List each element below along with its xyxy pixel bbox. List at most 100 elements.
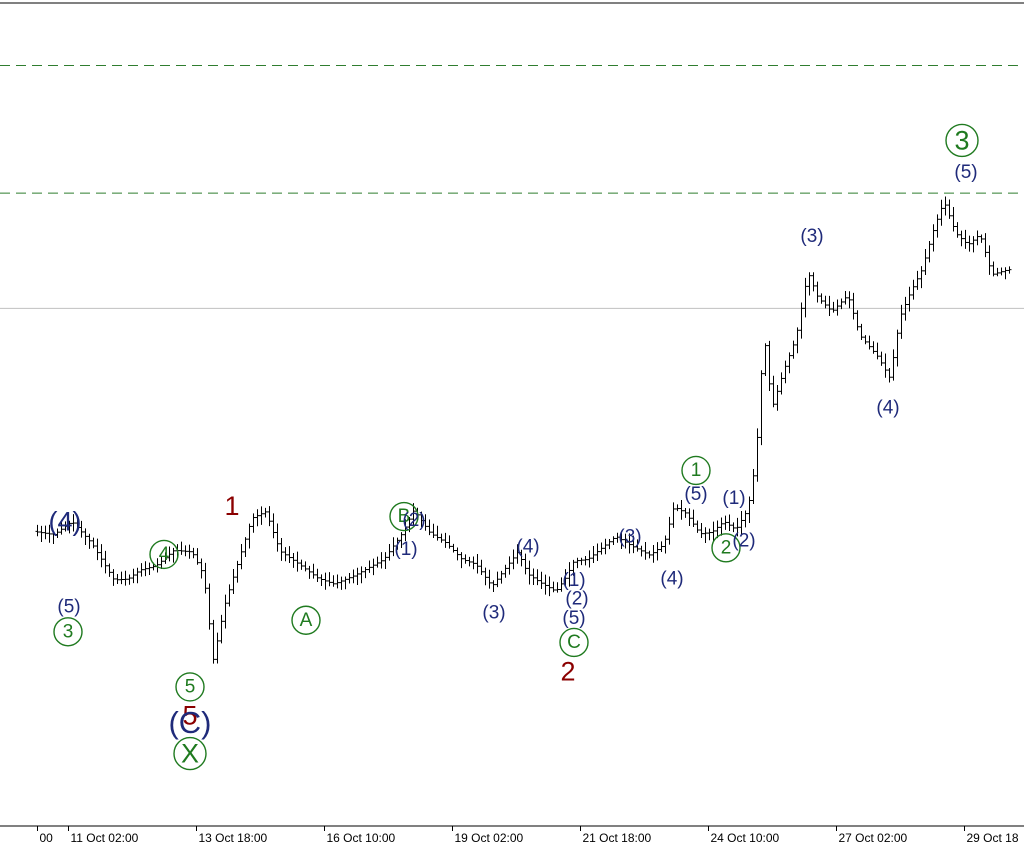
candle-bar xyxy=(375,556,380,568)
candle-bar xyxy=(883,353,888,378)
wave-label: (5) xyxy=(57,597,80,618)
candle-bar xyxy=(435,525,440,541)
candle-bar xyxy=(523,553,528,575)
x-tick: 21 Oct 18:00 xyxy=(580,826,652,845)
candle-bar xyxy=(807,272,812,296)
candle-bar xyxy=(511,549,516,570)
x-axis-ticks: 00 11 Oct 02:00 13 Oct 18:00 16 Oct 10:00 19… xyxy=(37,826,1019,845)
candle-bar xyxy=(935,214,940,238)
candle-bar xyxy=(767,340,772,392)
candle-bar xyxy=(495,571,500,588)
candle-bar xyxy=(855,310,860,331)
candle-bar xyxy=(979,234,984,243)
candle-bar xyxy=(659,541,664,552)
candle-bar xyxy=(63,521,68,532)
candle-bar xyxy=(635,539,640,552)
wave-label-text: (2) xyxy=(565,588,588,609)
candle-bar xyxy=(679,499,684,520)
candle-bar xyxy=(887,367,892,383)
candle-bar xyxy=(91,537,96,549)
candle-bar xyxy=(299,559,304,570)
wave-label: 2 xyxy=(560,656,575,686)
wave-label-text: (2) xyxy=(402,510,425,531)
candle-bar xyxy=(843,291,848,305)
candle-bar xyxy=(379,552,384,569)
wave-label-text: A xyxy=(300,610,313,631)
candle-bar xyxy=(327,572,332,587)
candle-bar xyxy=(283,547,288,562)
candle-bar xyxy=(59,519,64,535)
wave-label-circle xyxy=(53,617,83,647)
wave-label-circle xyxy=(175,672,205,702)
wave-label-circled: 4 xyxy=(149,539,179,570)
x-tick-label: 19 Oct 02:00 xyxy=(455,831,524,845)
candle-bar xyxy=(515,544,520,564)
candle-bar xyxy=(507,556,512,575)
candle-bar xyxy=(419,511,424,528)
x-tick-label: 13 Oct 18:00 xyxy=(199,831,268,845)
candle-bar xyxy=(999,267,1004,276)
candle-bar xyxy=(651,545,656,563)
candle-bar xyxy=(519,549,524,567)
candle-bar xyxy=(567,562,572,587)
x-tick: 24 Oct 10:00 xyxy=(708,826,780,845)
candle-bar xyxy=(307,565,312,579)
wave-label: (4) xyxy=(49,506,82,536)
candle-bar xyxy=(359,566,364,584)
candle-bar xyxy=(595,543,600,561)
candle-bar xyxy=(555,582,560,593)
candle-bar xyxy=(451,543,456,553)
candle-bar xyxy=(183,545,188,557)
candle-bar xyxy=(715,520,720,539)
candle-bar xyxy=(907,286,912,312)
candle-bar xyxy=(823,295,828,309)
candle-bar xyxy=(939,199,944,226)
candle-bar xyxy=(643,541,648,560)
candle-bar xyxy=(683,507,688,518)
candle-bar xyxy=(863,335,868,345)
candle-bar xyxy=(811,272,816,292)
wave-label: (3) xyxy=(482,602,505,623)
x-tick-label: 21 Oct 18:00 xyxy=(583,831,652,845)
candle-bar xyxy=(575,557,580,569)
candle-bar xyxy=(755,428,760,482)
candle-bar xyxy=(131,568,136,584)
wave-label-circled: C xyxy=(559,627,589,658)
candle-bar xyxy=(223,594,228,629)
x-tick: 19 Oct 02:00 xyxy=(452,826,524,845)
candle-bar xyxy=(895,329,900,367)
candle-bar xyxy=(75,515,80,531)
candle-bar xyxy=(215,632,220,664)
candle-bar xyxy=(111,569,116,586)
wave-label-text: (5) xyxy=(57,597,80,618)
candle-bar xyxy=(471,556,476,570)
candle-bar xyxy=(647,550,652,559)
candle-bar xyxy=(147,562,152,575)
candle-bar xyxy=(467,556,472,567)
candle-bar xyxy=(191,547,196,559)
candle-bar xyxy=(687,508,692,527)
candle-bar xyxy=(195,548,200,565)
candle-bar xyxy=(279,537,284,561)
candle-bar xyxy=(983,233,988,258)
candle-bar xyxy=(243,537,248,558)
wave-label-circled: X xyxy=(173,736,207,771)
wave-label-circled: 5 xyxy=(175,672,205,702)
candle-bar xyxy=(51,531,56,545)
candle-bar xyxy=(867,335,872,350)
wave-label: (4) xyxy=(660,569,683,590)
candle-bar xyxy=(611,536,616,546)
candle-bar xyxy=(39,525,44,543)
candle-bar xyxy=(543,574,548,595)
candle-bar xyxy=(563,569,568,587)
candle-bar xyxy=(115,574,120,584)
candle-bar xyxy=(339,576,344,590)
wave-label-text: X xyxy=(181,739,199,769)
wave-label-text: 5 xyxy=(182,701,197,731)
candle-bar xyxy=(711,521,716,542)
candle-bar xyxy=(211,619,216,664)
candle-bar xyxy=(627,533,632,554)
candle-bar xyxy=(927,241,932,263)
candle-bar xyxy=(851,292,856,320)
candle-bar xyxy=(739,511,744,535)
